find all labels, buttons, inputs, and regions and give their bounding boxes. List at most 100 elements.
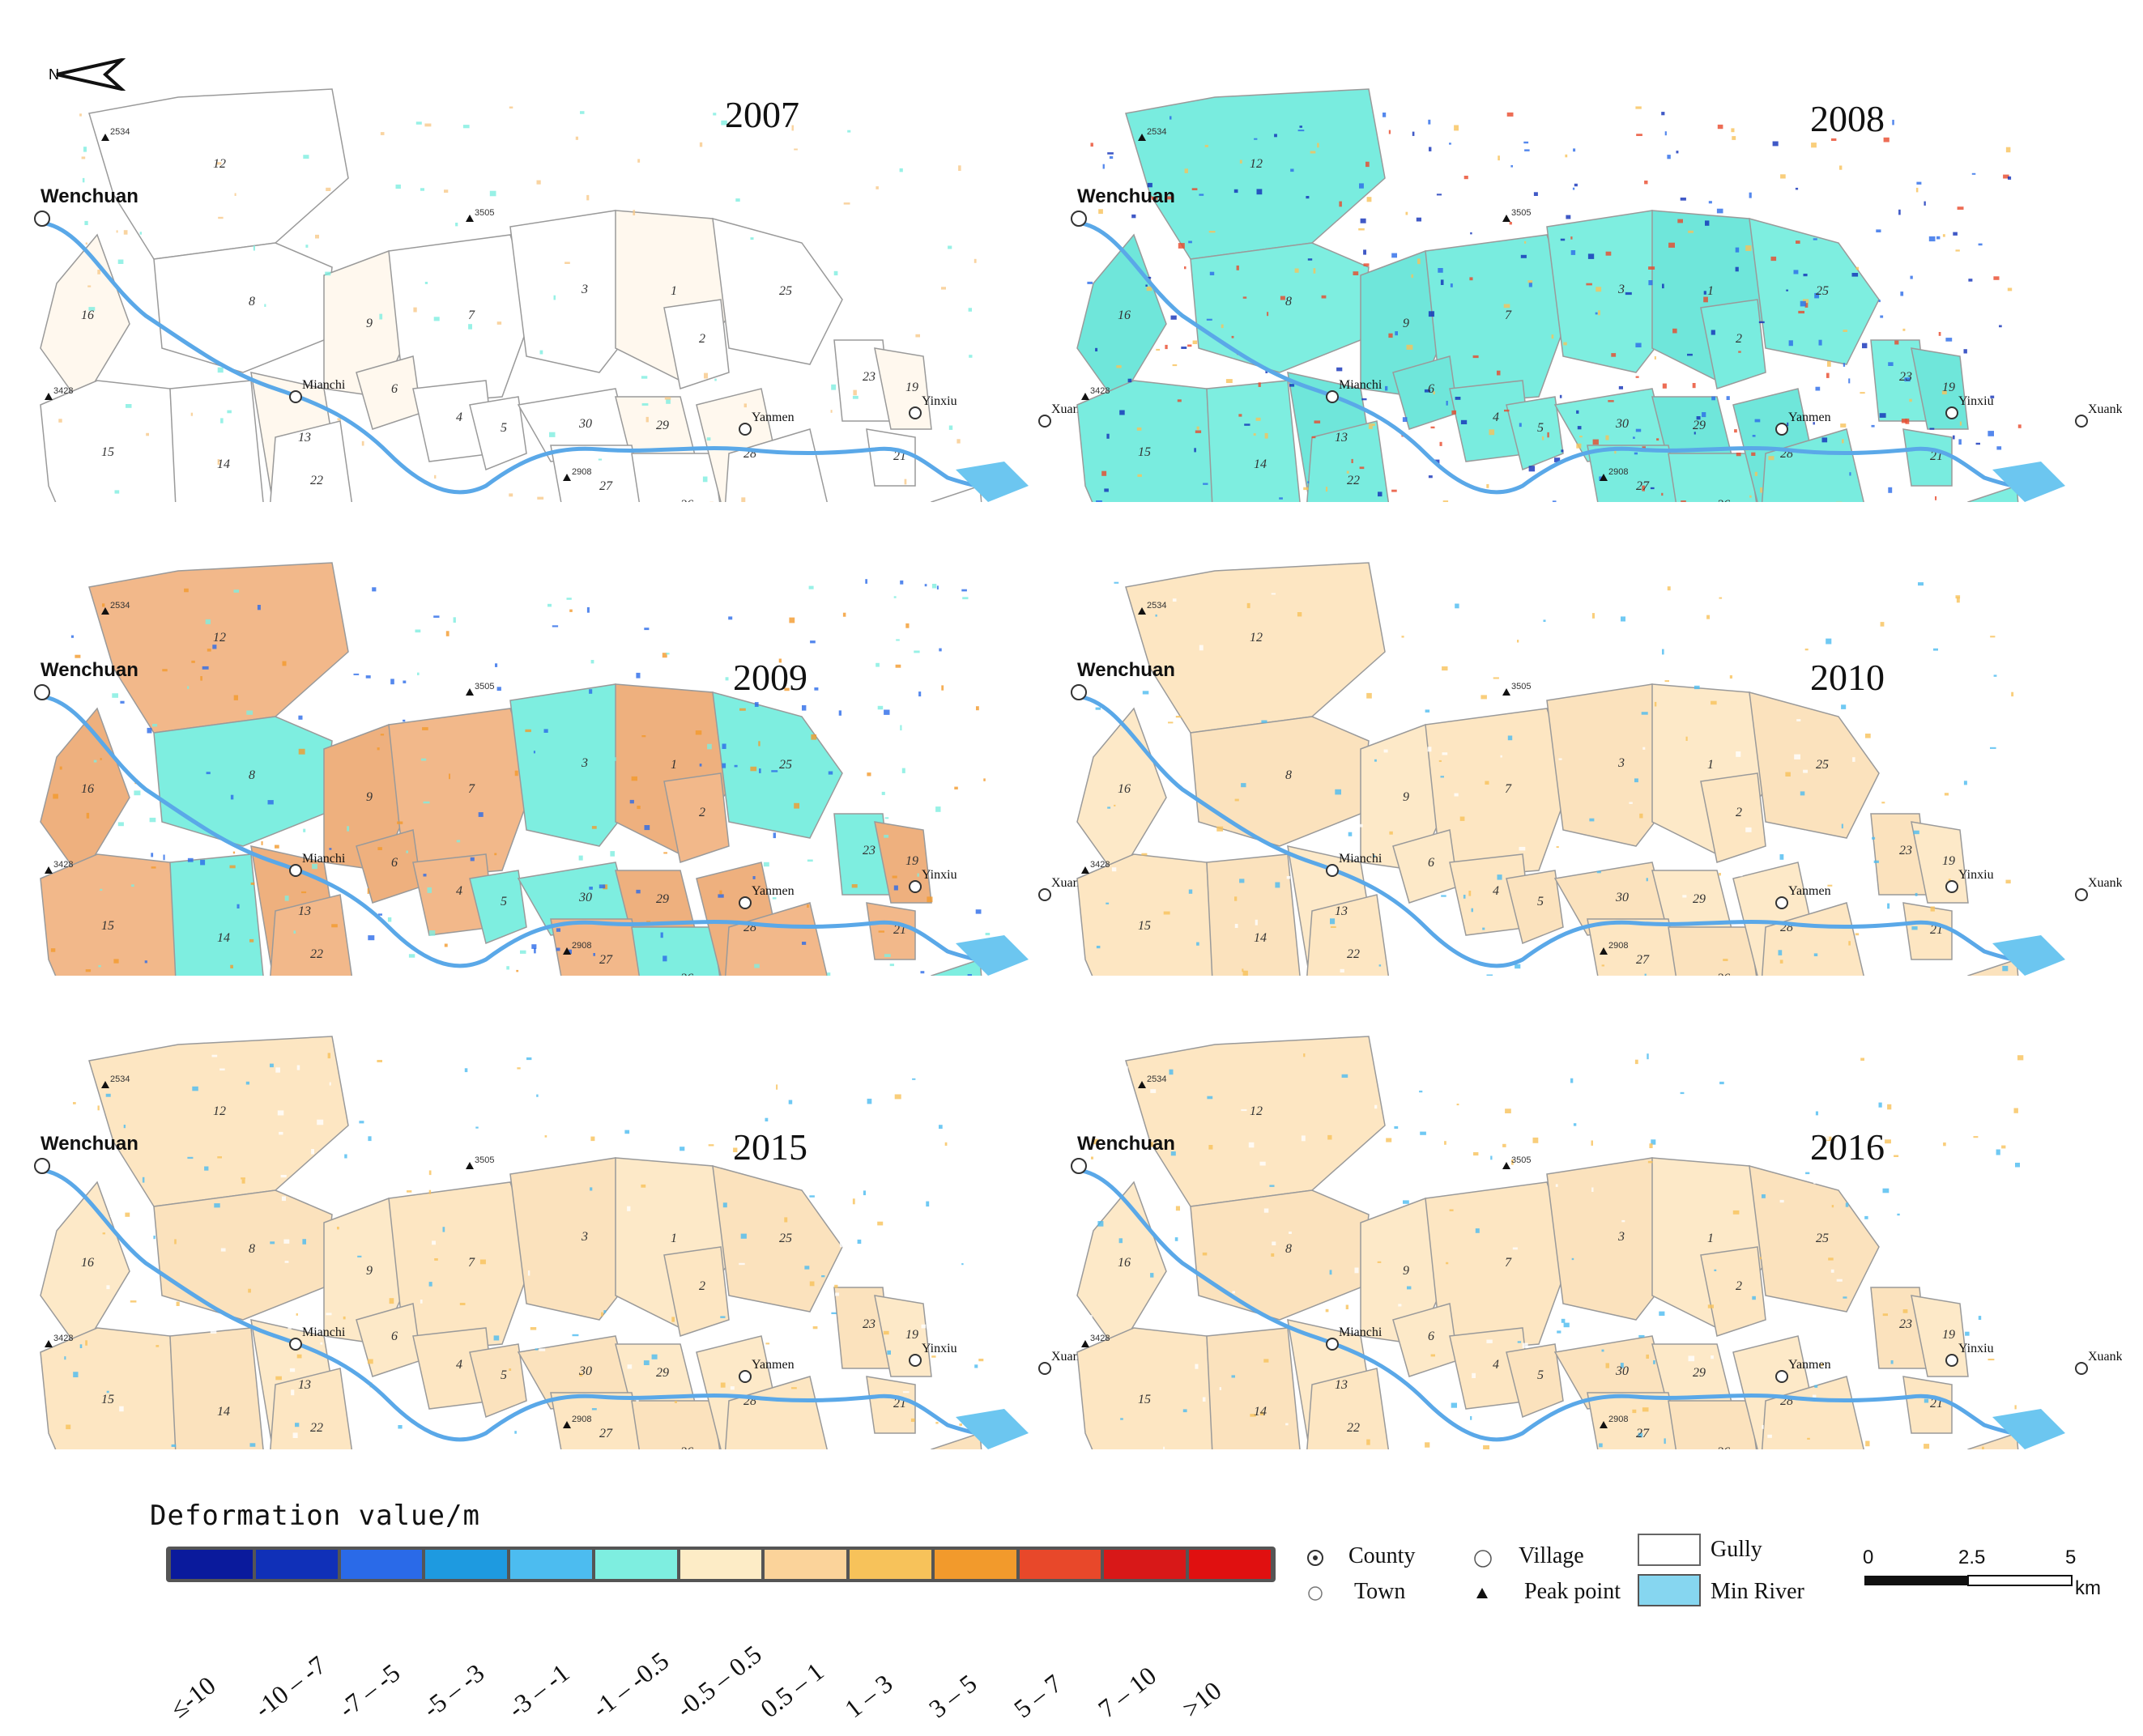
speckle bbox=[1234, 896, 1238, 901]
speckle bbox=[641, 376, 648, 379]
peak-elevation: 3505 bbox=[1511, 682, 1531, 691]
speckle bbox=[831, 384, 837, 390]
gully-number: 19 bbox=[1942, 381, 1955, 394]
county-icon bbox=[34, 211, 50, 227]
speckle bbox=[434, 1258, 438, 1261]
speckle bbox=[1892, 119, 1894, 126]
speckle bbox=[1887, 903, 1890, 909]
speckle bbox=[740, 1233, 747, 1239]
speckle bbox=[1133, 1099, 1135, 1104]
speckle bbox=[1827, 361, 1831, 367]
speckle bbox=[1216, 826, 1224, 832]
speckle bbox=[84, 220, 88, 225]
speckle bbox=[85, 969, 92, 972]
speckle bbox=[413, 307, 417, 313]
speckle bbox=[232, 851, 236, 854]
gully-number: 14 bbox=[217, 1405, 230, 1419]
speckle bbox=[377, 913, 382, 916]
speckle bbox=[1707, 1304, 1714, 1308]
gully-layer: 1289731225645161514132230292726282423192… bbox=[34, 1036, 1085, 1449]
speckle bbox=[631, 776, 637, 781]
speckle bbox=[1378, 491, 1383, 497]
speckle bbox=[1796, 240, 1800, 244]
county-name: Wenchuan bbox=[40, 185, 138, 207]
gully-number: 25 bbox=[1816, 758, 1829, 772]
speckle bbox=[918, 691, 922, 697]
speckle bbox=[298, 715, 303, 720]
speckle bbox=[1253, 433, 1256, 436]
speckle bbox=[1520, 254, 1527, 258]
speckle bbox=[1527, 280, 1533, 283]
speckle bbox=[444, 189, 449, 193]
speckle bbox=[1244, 423, 1250, 426]
speckle bbox=[1450, 283, 1453, 287]
speckle bbox=[1313, 268, 1316, 274]
speckle bbox=[1668, 242, 1675, 248]
speckle bbox=[1653, 1360, 1655, 1364]
speckle bbox=[1377, 1261, 1382, 1263]
speckle bbox=[1975, 442, 1980, 445]
peak-elevation: 2534 bbox=[110, 127, 130, 137]
speckle bbox=[1395, 331, 1398, 336]
speckle bbox=[743, 403, 747, 408]
gully-number: 6 bbox=[1428, 382, 1434, 396]
speckle bbox=[722, 1202, 727, 1208]
speckle bbox=[1485, 781, 1489, 785]
speckle bbox=[1438, 268, 1443, 273]
speckle bbox=[1264, 432, 1268, 439]
speckle bbox=[539, 1348, 546, 1351]
speckle bbox=[1307, 481, 1310, 483]
speckle bbox=[1389, 831, 1393, 835]
gully-polygon bbox=[931, 958, 982, 976]
speckle bbox=[1405, 211, 1408, 215]
speckle bbox=[1696, 416, 1701, 420]
speckle bbox=[1455, 603, 1459, 609]
speckle bbox=[1150, 1142, 1153, 1147]
town-icon bbox=[909, 1354, 922, 1367]
speckle bbox=[750, 237, 754, 240]
peak-elevation: 3505 bbox=[475, 1155, 494, 1165]
speckle bbox=[1493, 677, 1499, 679]
speckle bbox=[1188, 889, 1193, 894]
gully-number: 27 bbox=[1636, 953, 1650, 967]
peak-elevation: 2534 bbox=[110, 1074, 130, 1084]
speckle bbox=[1814, 292, 1819, 299]
speckle bbox=[113, 959, 119, 964]
legend-swatch bbox=[594, 1550, 677, 1579]
deformation-speckles bbox=[50, 579, 991, 976]
speckle bbox=[1427, 747, 1432, 752]
speckle bbox=[1599, 1443, 1603, 1448]
speckle bbox=[210, 1328, 217, 1334]
town-name: Yinxiu bbox=[1958, 394, 1994, 408]
speckle bbox=[1586, 283, 1592, 286]
speckle bbox=[1515, 964, 1521, 969]
speckle bbox=[1708, 201, 1712, 204]
speckle bbox=[1170, 1151, 1176, 1156]
gully-polygon bbox=[1668, 1400, 1757, 1449]
gully-polygon bbox=[1761, 902, 1864, 976]
speckle bbox=[867, 883, 872, 888]
speckle bbox=[1556, 846, 1559, 849]
min-river bbox=[1076, 694, 2050, 968]
speckle bbox=[641, 735, 646, 738]
speckle bbox=[1977, 1308, 1980, 1313]
speckle bbox=[549, 432, 556, 437]
speckle bbox=[1102, 164, 1105, 169]
speckle bbox=[599, 884, 606, 889]
speckle bbox=[1762, 1424, 1764, 1429]
speckle bbox=[1963, 349, 1967, 354]
speckle bbox=[1885, 1139, 1891, 1144]
town-name: Yanmen bbox=[752, 411, 795, 424]
speckle bbox=[739, 1125, 743, 1131]
speckle bbox=[70, 635, 74, 638]
speckle bbox=[1928, 236, 1936, 242]
gully-polygon bbox=[169, 853, 264, 976]
gully-number: 23 bbox=[1899, 1317, 1912, 1331]
speckle bbox=[1987, 1359, 1995, 1361]
speckle bbox=[741, 497, 746, 502]
speckle bbox=[246, 710, 253, 715]
gully-polygon bbox=[88, 562, 349, 734]
speckle bbox=[353, 673, 360, 675]
speckle bbox=[1667, 155, 1671, 160]
speckle bbox=[586, 606, 590, 613]
